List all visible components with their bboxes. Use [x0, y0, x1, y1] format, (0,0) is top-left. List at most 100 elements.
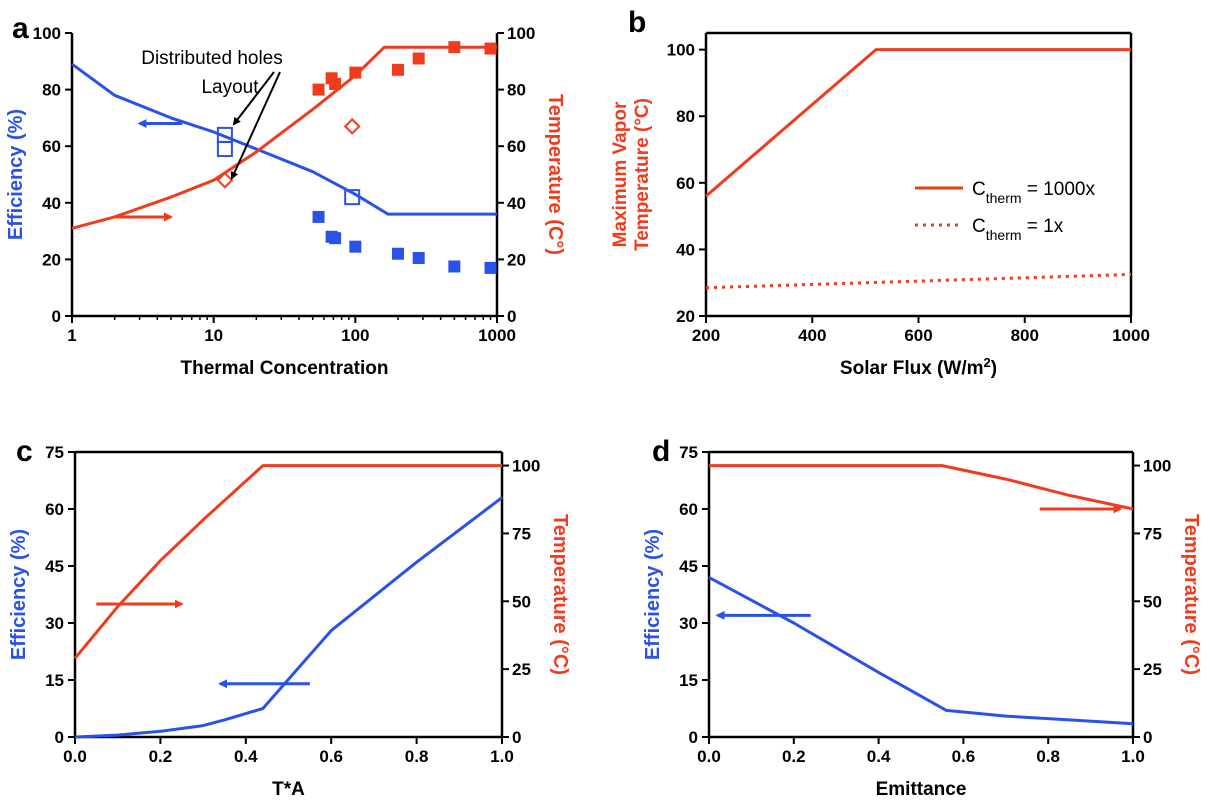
- series-line-red: [705, 48, 1131, 198]
- x-tick-label: 0.2: [782, 747, 806, 766]
- y-left-tick-label: 75: [679, 443, 698, 462]
- chart-panel-b: b 200 400 600 800 1000 20 40 60 80 100 Solar Flux (…: [610, 6, 1150, 379]
- data-point-square: [391, 247, 404, 260]
- annotation-text: Distributed holes: [141, 48, 283, 69]
- x-tick-label: 800: [1011, 326, 1039, 345]
- y-right-tick-label: 25: [1143, 660, 1162, 679]
- series-line-red: [73, 464, 502, 660]
- x-tick-label: 10: [204, 326, 223, 345]
- series-line-red: [71, 45, 497, 230]
- y-right-tick-label: 50: [1143, 592, 1162, 611]
- chart-panel-a: a1 10 100 1000020406080100020406080100Therm…: [5, 12, 566, 379]
- y-left-axis-label: Efficiency (%): [642, 529, 664, 660]
- panel-letter: c: [16, 435, 33, 468]
- x-tick-label: 100: [341, 326, 369, 345]
- y-left-tick-label: 0: [689, 728, 698, 747]
- y-right-tick-label: 100: [507, 24, 535, 43]
- data-point-square: [349, 66, 362, 79]
- annotation-arrow: [230, 71, 281, 180]
- y-axis-label: Maximum VaporTemperature (°C): [610, 98, 653, 251]
- series-line-blue: [74, 496, 503, 739]
- x-tick-label: 0.8: [1036, 747, 1060, 766]
- data-point-square: [391, 63, 404, 76]
- y-right-tick-label: 75: [512, 524, 531, 543]
- y-right-tick-label: 25: [512, 660, 531, 679]
- panel-letter: b: [628, 6, 646, 39]
- y-right-axis-label: Temperature (°C): [1180, 514, 1202, 675]
- data-point-square: [412, 52, 425, 65]
- y-right-tick-label: 50: [512, 592, 531, 611]
- data-point-square: [312, 83, 325, 96]
- x-tick-label: 0.6: [952, 747, 976, 766]
- y-left-tick-label: 75: [45, 443, 64, 462]
- x-tick-label: 0.8: [405, 747, 429, 766]
- y-left-axis-label: Efficiency (%): [8, 529, 30, 660]
- y-right-tick-label: 60: [507, 137, 526, 156]
- x-tick-label: 400: [798, 326, 826, 345]
- y-right-axis-label: Temperature (°C): [549, 514, 571, 675]
- chart-panel-c: c0.0 0.2 0.4 0.6 0.8 1.0015304560750255075100…: [8, 435, 571, 800]
- y-left-tick-label: 60: [679, 500, 698, 519]
- data-point-open-square: [344, 189, 361, 206]
- data-point-square: [412, 251, 425, 264]
- x-tick-label: 1.0: [490, 747, 514, 766]
- panel-letter: a: [12, 12, 29, 45]
- legend-label: Ctherm = 1x: [972, 216, 1064, 243]
- y-left-tick-label: 40: [42, 194, 61, 213]
- data-point-square: [484, 261, 497, 274]
- series-line-red: [709, 464, 1134, 511]
- x-tick-label: 1: [67, 326, 76, 345]
- y-left-tick-label: 0: [52, 307, 61, 326]
- data-point-square: [329, 77, 342, 90]
- x-axis-label: Emittance: [876, 779, 967, 800]
- series-line-blue: [708, 576, 1134, 726]
- x-tick-label: 1000: [1112, 326, 1150, 345]
- data-point-square: [448, 41, 461, 54]
- x-axis-label: Thermal Concentration: [181, 358, 389, 379]
- y-left-tick-label: 100: [33, 24, 61, 43]
- y-right-tick-label: 40: [507, 194, 526, 213]
- y-left-tick-label: 20: [676, 307, 695, 326]
- x-tick-label: 0.2: [149, 747, 173, 766]
- x-tick-label: 0.0: [697, 747, 721, 766]
- y-left-tick-label: 15: [679, 671, 698, 690]
- y-left-tick-label: 30: [679, 614, 698, 633]
- data-point-square: [312, 210, 325, 223]
- annotation-text: Layout: [201, 77, 259, 98]
- x-tick-label: 0.6: [319, 747, 343, 766]
- series-line-red: [705, 272, 1132, 290]
- y-right-tick-label: 75: [1143, 524, 1162, 543]
- x-axis-label: Solar Flux (W/m2): [840, 355, 997, 380]
- y-right-tick-label: 100: [1143, 457, 1171, 476]
- y-left-tick-label: 60: [42, 137, 61, 156]
- series-line-blue: [71, 62, 497, 216]
- data-point-square: [349, 240, 362, 253]
- y-right-tick-label: 0: [507, 307, 516, 326]
- x-tick-label: 0.0: [63, 747, 87, 766]
- panel-letter: d: [652, 435, 670, 468]
- y-left-tick-label: 80: [676, 107, 695, 126]
- y-left-tick-label: 40: [676, 240, 695, 259]
- y-left-tick-label: 60: [45, 500, 64, 519]
- data-point-square: [448, 260, 461, 273]
- y-left-tick-label: 45: [679, 557, 698, 576]
- x-tick-label: 0.4: [234, 747, 258, 766]
- x-tick-label: 1.0: [1121, 747, 1145, 766]
- annotation-arrow: [232, 71, 275, 126]
- y-left-tick-label: 60: [676, 174, 695, 193]
- y-left-tick-label: 15: [45, 671, 64, 690]
- data-point-open-diamond: [216, 171, 234, 189]
- y-left-tick-label: 100: [667, 41, 695, 60]
- y-left-tick-label: 80: [42, 81, 61, 100]
- data-point-square: [484, 42, 497, 55]
- y-left-tick-label: 20: [42, 250, 61, 269]
- y-right-tick-label: 20: [507, 250, 526, 269]
- chart-panel-d: d0.0 0.2 0.4 0.6 0.8 1.0015304560750255075100…: [642, 435, 1202, 800]
- y-left-tick-label: 30: [45, 614, 64, 633]
- y-right-tick-label: 0: [1143, 728, 1152, 747]
- x-tick-label: 200: [692, 326, 720, 345]
- data-point-open-square: [216, 141, 233, 158]
- x-tick-label: 600: [904, 326, 932, 345]
- y-right-tick-label: 0: [512, 728, 521, 747]
